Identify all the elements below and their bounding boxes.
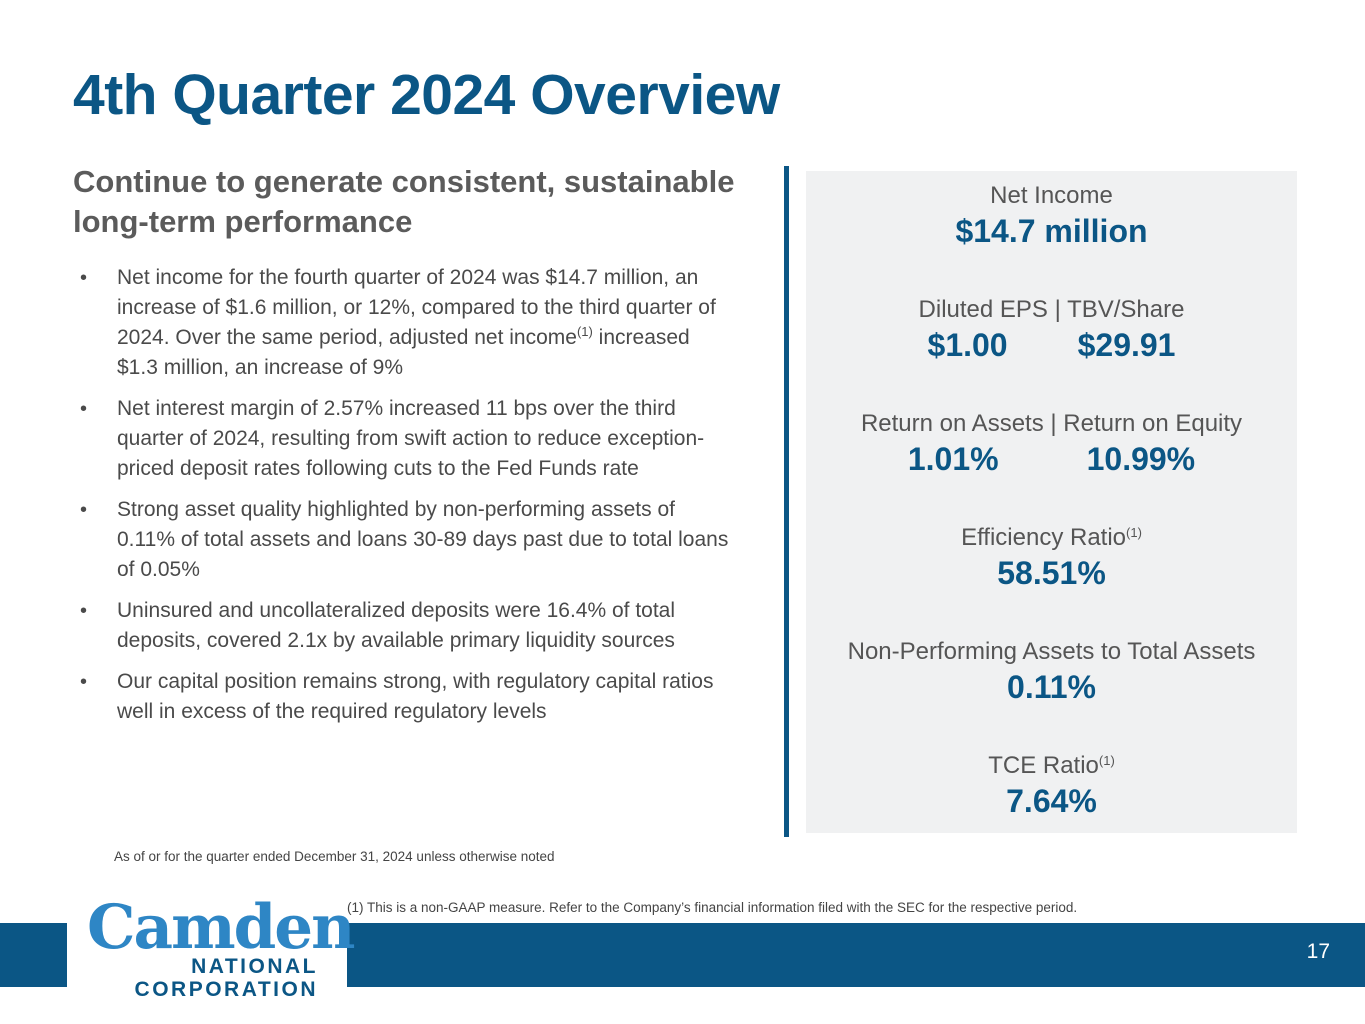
page-title: 4th Quarter 2024 Overview — [73, 63, 780, 127]
bullet-text: Strong asset quality highlighted by non-… — [117, 498, 729, 581]
metric-value: $14.7 million — [955, 213, 1148, 249]
metric-value: 0.11% — [1007, 669, 1096, 705]
roe-value: 10.99% — [1086, 441, 1196, 477]
metric-label: Return on Assets | Return on Equity — [860, 410, 1243, 437]
footnote-marker: (1) — [1098, 753, 1115, 768]
highlight-item-asset-quality: • Strong asset quality highlighted by no… — [80, 495, 730, 585]
bullet-dot-icon: • — [80, 499, 88, 521]
metrics-panel: Net Income $14.7 million Diluted EPS | T… — [806, 171, 1297, 833]
company-logo: Camden NATIONAL CORPORATION — [67, 892, 355, 1024]
vertical-divider — [784, 166, 789, 837]
highlight-item-net-interest-margin: • Net interest margin of 2.57% increased… — [80, 394, 730, 484]
metric-roa-roe: Return on Assets | Return on Equity 1.01… — [806, 409, 1297, 479]
logo-wordmark: Camden — [87, 892, 355, 963]
roa-value: 1.01% — [907, 441, 999, 477]
logo-line-corporation: CORPORATION — [134, 978, 318, 1001]
logo-line-national: NATIONAL — [191, 955, 318, 978]
footer-bar-left — [0, 923, 67, 987]
bullet-dot-icon: • — [80, 600, 88, 622]
bullet-text: Net interest margin of 2.57% increased 1… — [117, 397, 705, 480]
highlights-list: • Net income for the fourth quarter of 2… — [80, 263, 730, 738]
bullet-dot-icon: • — [80, 398, 88, 420]
metric-value: 58.51% — [997, 555, 1106, 591]
bullet-text: Our capital position remains strong, wit… — [117, 670, 714, 723]
metric-label: Diluted EPS | TBV/Share — [918, 296, 1185, 323]
footnote-marker: (1) — [576, 324, 593, 339]
bullet-dot-icon: • — [80, 671, 88, 693]
metric-label: Net Income — [990, 182, 1113, 209]
metric-label: Efficiency Ratio(1) — [961, 524, 1142, 551]
metric-npa-ratio: Non-Performing Assets to Total Assets 0.… — [806, 637, 1297, 707]
highlight-item-net-income: • Net income for the fourth quarter of 2… — [80, 263, 730, 383]
bullet-dot-icon: • — [80, 267, 88, 289]
section-subtitle: Continue to generate consistent, sustain… — [73, 164, 735, 239]
metric-efficiency-ratio: Efficiency Ratio(1) 58.51% — [806, 523, 1297, 593]
footnote: (1) This is a non-GAAP measure. Refer to… — [347, 900, 1078, 915]
metric-eps-tbv: Diluted EPS | TBV/Share $1.00 $29.91 — [806, 295, 1297, 365]
metric-label: TCE Ratio(1) — [988, 752, 1115, 779]
tbv-per-share-value: $29.91 — [1077, 327, 1176, 363]
metric-net-income: Net Income $14.7 million — [806, 181, 1297, 251]
highlight-item-deposits: • Uninsured and uncollateralized deposit… — [80, 596, 730, 656]
metric-value: 7.64% — [1006, 783, 1097, 819]
metric-tce-ratio: TCE Ratio(1) 7.64% — [806, 751, 1297, 821]
bullet-text: Uninsured and uncollateralized deposits … — [117, 599, 676, 652]
bullet-text-continued: increased $1.3 million, an increase of 9… — [117, 326, 690, 379]
footer-bar: 17 — [347, 923, 1365, 987]
metric-label: Non-Performing Assets to Total Assets — [847, 638, 1256, 665]
page-number: 17 — [1306, 940, 1330, 963]
footnote-marker: (1) — [1126, 525, 1142, 540]
metric-value-pair: $1.00 $29.91 — [806, 325, 1297, 365]
as-of-note: As of or for the quarter ended December … — [114, 849, 555, 864]
diluted-eps-value: $1.00 — [927, 327, 1008, 363]
metric-value-pair: 1.01% 10.99% — [806, 439, 1297, 479]
bullet-text: Net income for the fourth quarter of 202… — [117, 266, 716, 349]
highlight-item-capital: • Our capital position remains strong, w… — [80, 667, 730, 727]
